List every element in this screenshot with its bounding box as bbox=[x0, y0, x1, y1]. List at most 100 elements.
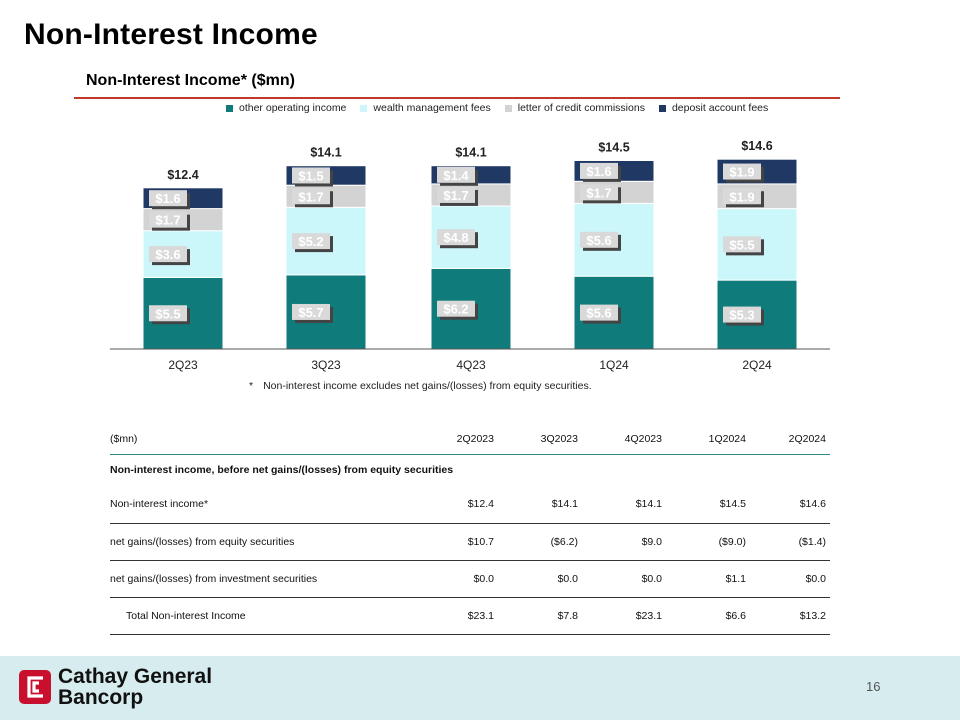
total-label-3q23: $14.1 bbox=[310, 146, 341, 160]
table-cell: $7.8 bbox=[494, 597, 578, 635]
footnote-text: Non-interest income excludes net gains/(… bbox=[263, 380, 592, 392]
data-label-box bbox=[437, 300, 475, 317]
row-label: net gains/(losses) from equity securitie… bbox=[110, 523, 410, 561]
data-label-other-operating-income-2q23: $5.5 bbox=[155, 306, 180, 321]
table-header-row: ($mn) 2Q2023 3Q2023 4Q2023 1Q2024 2Q2024 bbox=[110, 424, 830, 455]
table-header-2q2023: 2Q2023 bbox=[410, 424, 494, 455]
total-label-1q24: $14.5 bbox=[598, 141, 629, 155]
chart-legend: other operating income wealth management… bbox=[226, 102, 768, 114]
table-cell: ($6.2) bbox=[494, 523, 578, 561]
table-row: net gains/(losses) from investment secur… bbox=[110, 560, 830, 598]
row-label: Non-interest income* bbox=[110, 486, 410, 524]
table-cell: $13.2 bbox=[746, 597, 830, 635]
data-label-box bbox=[723, 163, 761, 180]
chart-title: Non-Interest Income* ($mn) bbox=[86, 72, 295, 89]
table-cell: $14.5 bbox=[662, 486, 746, 524]
legend-item-other-operating-income: other operating income bbox=[226, 102, 346, 114]
table-cell: $14.6 bbox=[746, 486, 830, 524]
data-label-letter-of-credit-commissions-2q23: $1.7 bbox=[155, 213, 180, 228]
table-cell: $6.6 bbox=[662, 597, 746, 635]
data-label-box bbox=[149, 211, 187, 228]
table-cell: $14.1 bbox=[578, 486, 662, 524]
chart-title-rule bbox=[74, 97, 840, 99]
legend-label: wealth management fees bbox=[373, 102, 491, 114]
page-number: 16 bbox=[866, 679, 881, 694]
table-cell: ($9.0) bbox=[662, 523, 746, 561]
data-label-box bbox=[149, 246, 187, 263]
x-tick-label-3q23: 3Q23 bbox=[311, 358, 341, 372]
data-label-deposit-account-fees-2q23: $1.6 bbox=[155, 191, 180, 206]
table-cell: $10.7 bbox=[410, 523, 494, 561]
data-label-letter-of-credit-commissions-2q24: $1.9 bbox=[729, 189, 754, 204]
table-cell: $23.1 bbox=[578, 597, 662, 635]
legend-swatch-letter-of-credit-commissions bbox=[504, 104, 512, 112]
data-label-box bbox=[723, 188, 761, 205]
table-header-3q2023: 3Q2023 bbox=[494, 424, 578, 455]
data-label-box bbox=[292, 167, 330, 184]
x-tick-label-2q23: 2Q23 bbox=[168, 358, 198, 372]
legend-item-deposit-account-fees: deposit account fees bbox=[658, 102, 769, 114]
logo-line-1: Cathay General bbox=[58, 665, 213, 688]
table-header-4q2023: 4Q2023 bbox=[578, 424, 662, 455]
data-label-wealth-management-fees-2q24: $5.5 bbox=[729, 237, 754, 252]
stacked-bar-chart: $5.5 $3.6 $1.7 $1.6 $12.4 2Q23 $5.7 $5.2 $1.7 $1.… bbox=[110, 139, 830, 372]
table-cell: $0.0 bbox=[494, 560, 578, 598]
logo-text: Cathay General Bancorp bbox=[58, 666, 212, 708]
table-row-total: Total Non-interest Income $23.1 $7.8 $23… bbox=[110, 597, 830, 635]
data-label-box bbox=[149, 190, 187, 207]
data-label-wealth-management-fees-4q23: $4.8 bbox=[443, 230, 468, 245]
data-label-wealth-management-fees-3q23: $5.2 bbox=[298, 234, 323, 249]
table-cell: $1.1 bbox=[662, 560, 746, 598]
logo-line-2: Bancorp bbox=[58, 686, 144, 709]
legend-swatch-deposit-account-fees bbox=[658, 104, 666, 112]
data-label-box bbox=[292, 188, 330, 205]
data-label-box bbox=[580, 304, 618, 321]
data-label-deposit-account-fees-4q23: $1.4 bbox=[443, 168, 469, 183]
data-label-other-operating-income-4q23: $6.2 bbox=[443, 302, 468, 317]
legend-item-letter-of-credit-commissions: letter of credit commissions bbox=[504, 102, 645, 114]
x-tick-label-2q24: 2Q24 bbox=[742, 358, 772, 372]
table-cell: ($1.4) bbox=[746, 523, 830, 561]
data-label-other-operating-income-3q23: $5.7 bbox=[298, 305, 323, 320]
data-label-wealth-management-fees-2q23: $3.6 bbox=[155, 247, 180, 262]
data-label-other-operating-income-2q24: $5.3 bbox=[729, 308, 754, 323]
data-label-box bbox=[149, 305, 187, 322]
total-label-4q23: $14.1 bbox=[455, 146, 486, 160]
total-label-2q23: $12.4 bbox=[167, 168, 198, 182]
table-cell: $23.1 bbox=[410, 597, 494, 635]
data-label-box bbox=[723, 306, 761, 323]
x-tick-label-4q23: 4Q23 bbox=[456, 358, 486, 372]
total-label-2q24: $14.6 bbox=[741, 139, 772, 153]
row-label: Total Non-interest Income bbox=[110, 597, 410, 635]
table-cell: $0.0 bbox=[410, 560, 494, 598]
table-header-label: ($mn) bbox=[110, 424, 410, 455]
legend-item-wealth-management-fees: wealth management fees bbox=[360, 102, 491, 114]
table-section-row: Non-interest income, before net gains/(l… bbox=[110, 454, 830, 486]
legend-label: deposit account fees bbox=[671, 102, 769, 114]
data-label-box bbox=[580, 162, 618, 179]
table-cell: $14.1 bbox=[494, 486, 578, 524]
data-label-letter-of-credit-commissions-4q23: $1.7 bbox=[443, 188, 468, 203]
data-label-box bbox=[580, 231, 618, 248]
table-cell: $9.0 bbox=[578, 523, 662, 561]
data-label-deposit-account-fees-3q23: $1.5 bbox=[298, 168, 323, 183]
data-label-deposit-account-fees-1q24: $1.6 bbox=[586, 164, 611, 179]
data-label-box bbox=[437, 186, 475, 203]
legend-label: other operating income bbox=[239, 102, 347, 114]
data-label-box bbox=[437, 229, 475, 246]
footnote-mark: * bbox=[249, 380, 254, 392]
table-row: Non-interest income* $12.4 $14.1 $14.1 $… bbox=[110, 486, 830, 524]
data-label-letter-of-credit-commissions-3q23: $1.7 bbox=[298, 189, 323, 204]
footer-band bbox=[0, 656, 960, 720]
table-header-1q2024: 1Q2024 bbox=[662, 424, 746, 455]
data-label-letter-of-credit-commissions-1q24: $1.7 bbox=[586, 185, 611, 200]
table-cell: $0.0 bbox=[578, 560, 662, 598]
table-cell: $12.4 bbox=[410, 486, 494, 524]
data-label-box bbox=[580, 184, 618, 201]
data-label-other-operating-income-1q24: $5.6 bbox=[586, 306, 611, 321]
table-header-2q2024: 2Q2024 bbox=[746, 424, 830, 455]
data-label-box bbox=[292, 233, 330, 250]
legend-label: letter of credit commissions bbox=[517, 102, 645, 114]
data-label-box bbox=[437, 166, 475, 183]
data-label-deposit-account-fees-2q24: $1.9 bbox=[729, 165, 754, 180]
